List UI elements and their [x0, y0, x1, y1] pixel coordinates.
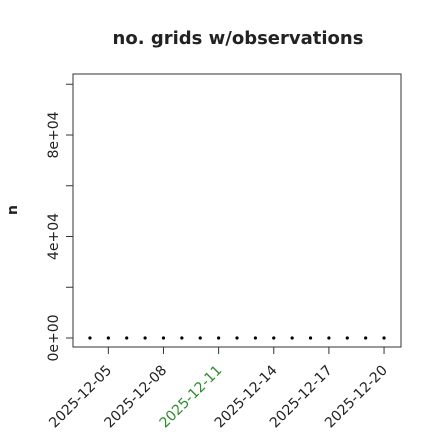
point [272, 336, 276, 340]
point [198, 336, 202, 340]
plot-frame [72, 73, 402, 348]
y-tick-label: 0e+00 [46, 314, 62, 361]
chart-title: no. grids w/observations [113, 28, 364, 49]
point [364, 336, 368, 340]
point [125, 336, 129, 340]
point [327, 336, 331, 340]
point [235, 336, 239, 340]
point [290, 336, 294, 340]
point [217, 336, 221, 340]
y-tick-label: 8e+04 [46, 111, 62, 158]
point [253, 336, 257, 340]
point [161, 336, 166, 340]
point [180, 336, 184, 340]
point [106, 336, 110, 340]
y-axis-label: n [5, 205, 21, 215]
y-tick-label: 4e+04 [46, 213, 62, 260]
point [382, 336, 386, 340]
point [345, 336, 349, 340]
point [88, 336, 92, 340]
point [308, 336, 313, 340]
point [143, 336, 147, 340]
